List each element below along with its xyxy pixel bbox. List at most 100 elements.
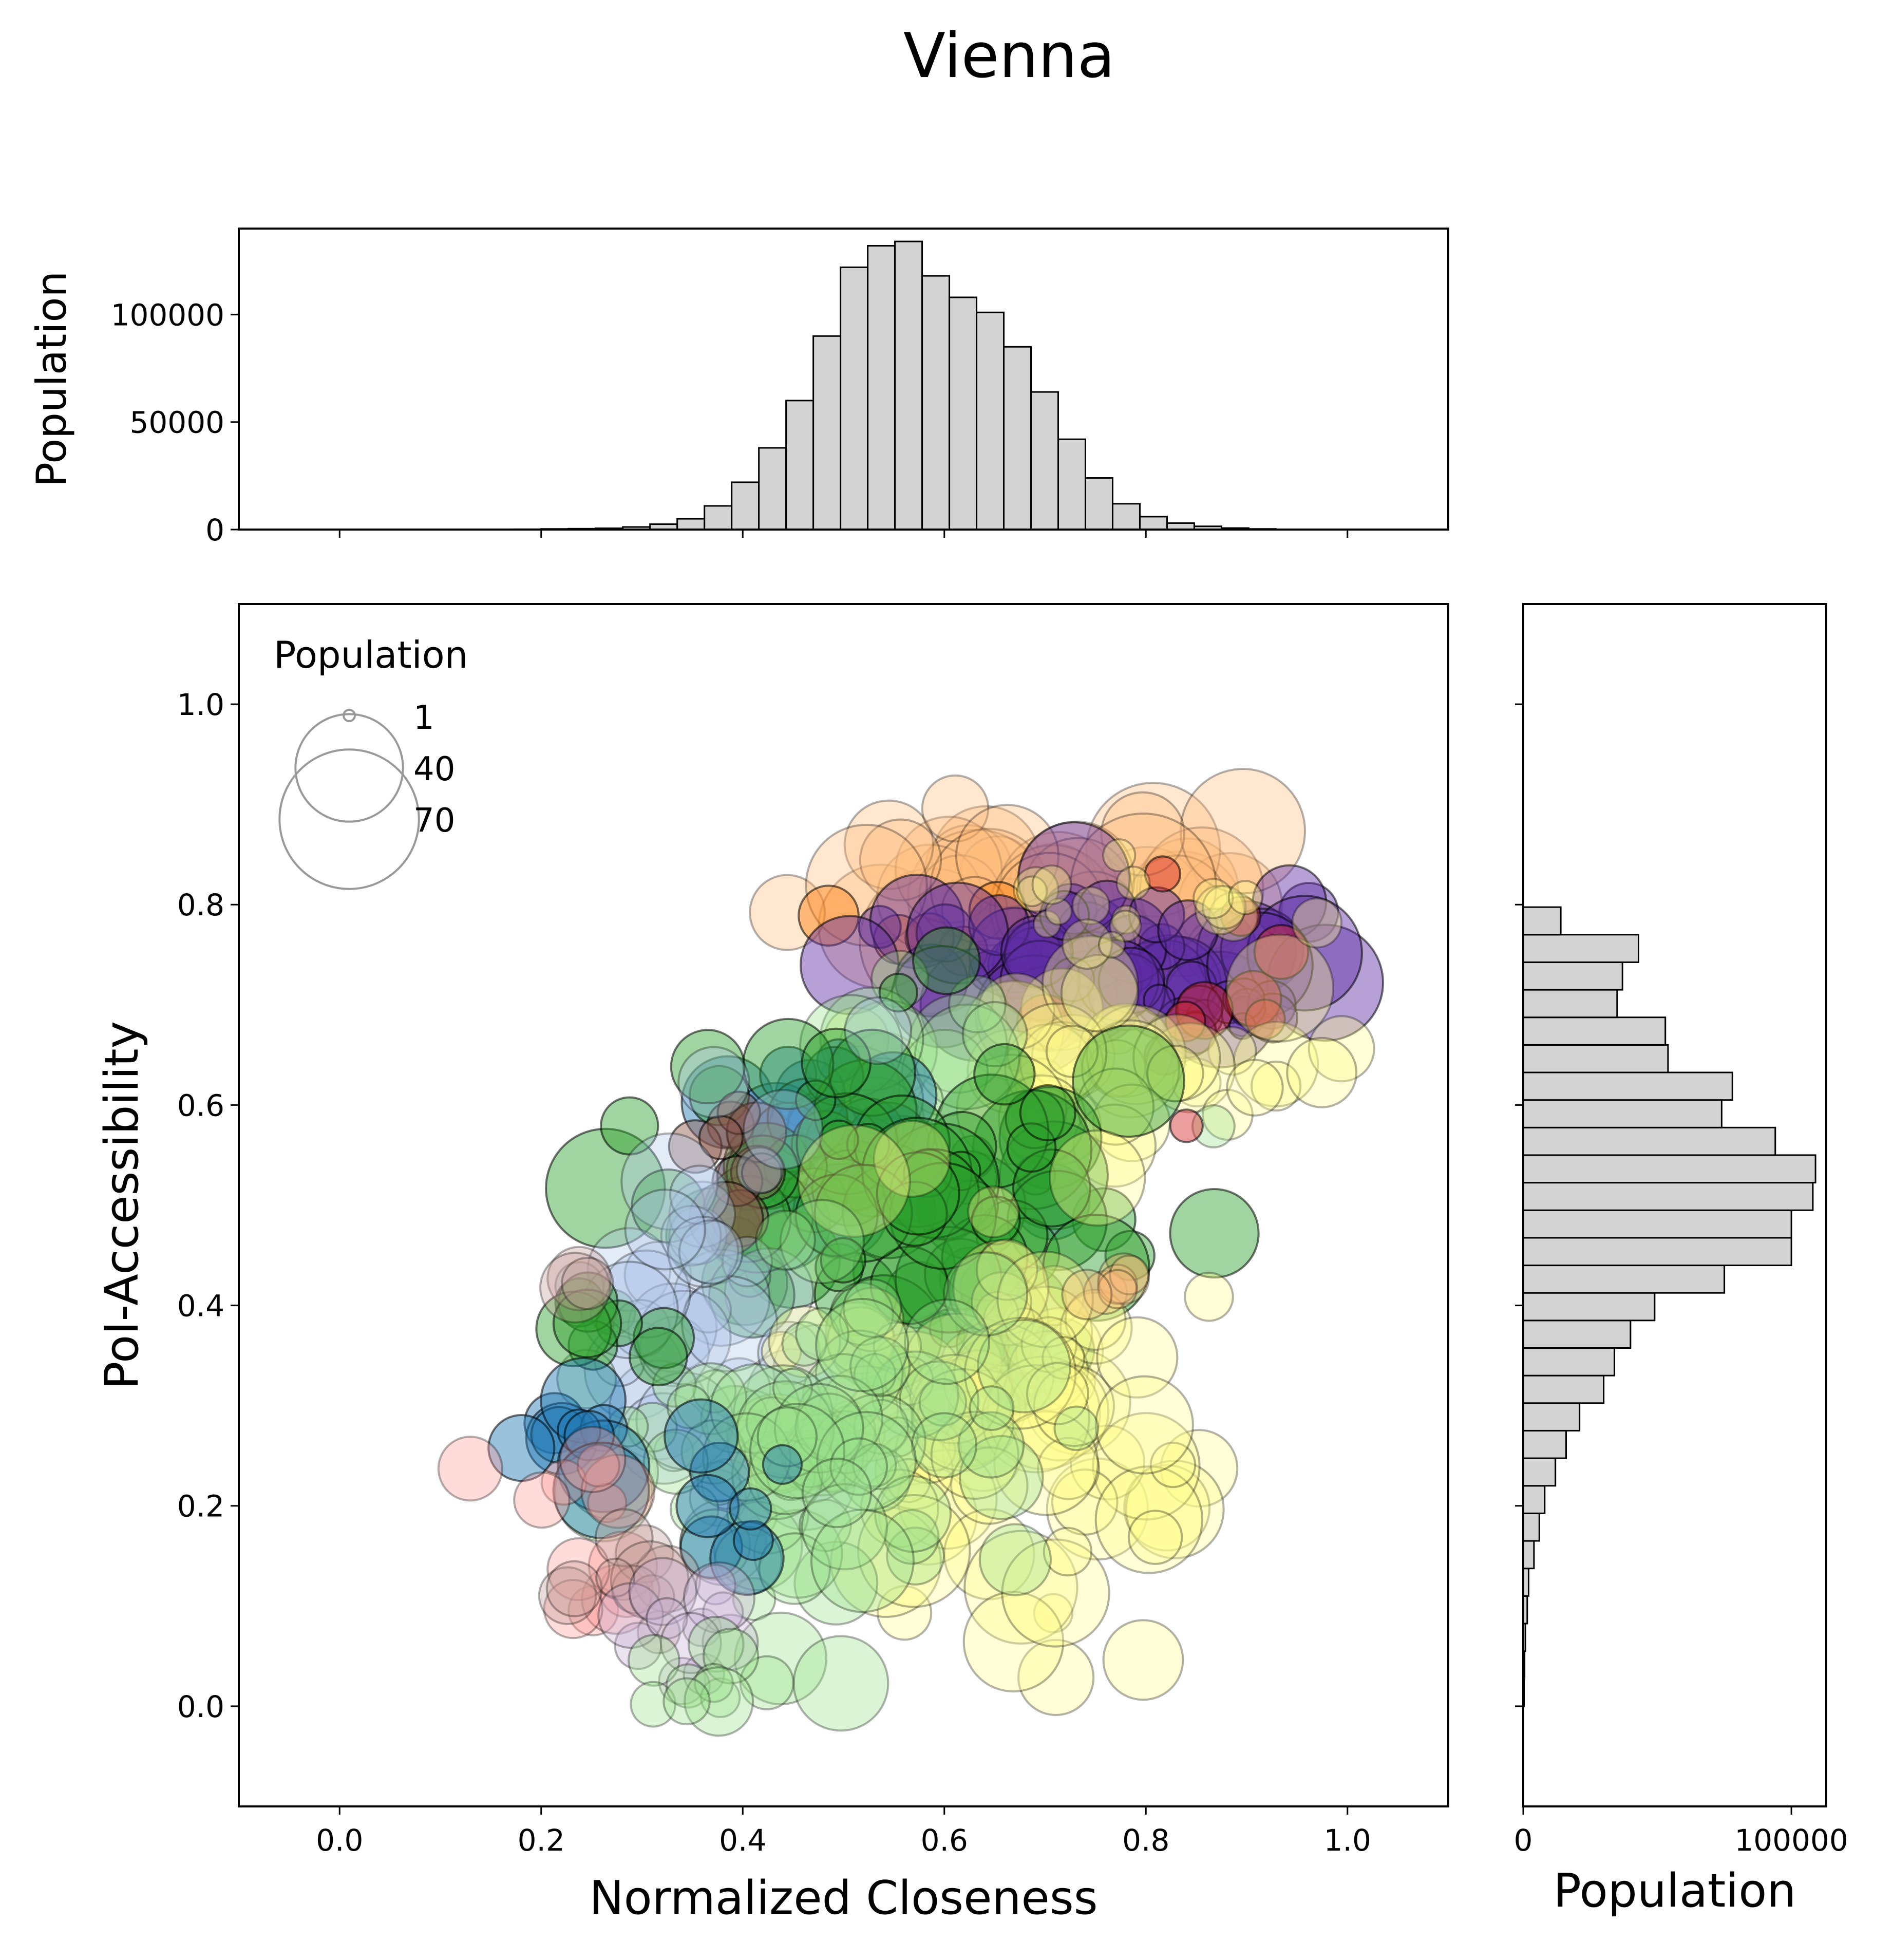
right-histogram-bar — [1522, 1457, 1557, 1487]
scatter-point — [543, 1579, 603, 1639]
scatter-point — [813, 1163, 913, 1263]
scatter-point — [702, 1613, 759, 1671]
top-ytick-label: 50000 — [129, 405, 224, 440]
top-histogram-bar — [1003, 346, 1032, 531]
scatter-point — [883, 1509, 940, 1565]
scatter-point — [556, 1408, 601, 1454]
scatter-point — [1097, 1252, 1150, 1305]
scatter-point — [844, 996, 913, 1065]
scatter-point — [1006, 1122, 1057, 1173]
scatter-point — [594, 1508, 654, 1568]
scatter-point — [865, 1330, 963, 1429]
scatter-ytick-label: 0.6 — [177, 1088, 224, 1123]
scatter-point — [597, 1582, 664, 1649]
scatter-point — [725, 1408, 775, 1457]
scatter-point — [794, 1392, 864, 1462]
scatter-point — [1020, 1316, 1077, 1373]
scatter-point — [633, 1544, 702, 1613]
scatter-point — [708, 1251, 796, 1339]
scatter-point — [1102, 838, 1137, 873]
scatter-point — [924, 824, 1013, 913]
scatter-point — [702, 1591, 744, 1633]
scatter-point — [1029, 1317, 1095, 1383]
scatter-point — [909, 1353, 1000, 1445]
scatter-point — [561, 1256, 614, 1310]
scatter-point — [1017, 821, 1131, 935]
scatter-point — [1016, 875, 1048, 908]
scatter-ytick-label: 0.2 — [177, 1489, 224, 1524]
top-histogram-bar — [1057, 438, 1086, 531]
right-histogram-bar — [1522, 1237, 1792, 1267]
scatter-point — [1286, 1036, 1358, 1108]
right-histogram-bar — [1522, 1209, 1792, 1239]
scatter-point — [794, 1173, 879, 1257]
scatter-point — [820, 1237, 866, 1284]
scatter-point — [1087, 1039, 1146, 1098]
scatter-point — [743, 1089, 824, 1170]
scatter-point — [1060, 954, 1139, 1033]
scatter-point — [903, 1148, 953, 1198]
top-histogram-bar — [949, 296, 978, 531]
scatter-point — [684, 1286, 732, 1334]
scatter-point — [1149, 1441, 1197, 1488]
scatter-point — [975, 1238, 1038, 1301]
scatter-point — [853, 1353, 897, 1397]
scatter-point — [761, 1330, 802, 1372]
top-histogram-bar — [867, 244, 896, 531]
right-histogram-bar — [1522, 934, 1640, 963]
top-ytick-label: 0 — [205, 513, 224, 548]
scatter-point — [961, 1001, 1028, 1067]
scatter-point — [746, 1348, 838, 1440]
right-histogram-bar — [1522, 1374, 1605, 1404]
scatter-point — [638, 1315, 710, 1387]
top-histogram-bar — [731, 481, 760, 531]
scatter-point — [772, 1367, 813, 1409]
scatter-point — [971, 1195, 1021, 1246]
scatter-point — [1024, 1265, 1085, 1326]
scatter-point — [1144, 855, 1182, 893]
scatter-point — [1042, 1336, 1086, 1380]
scatter-point — [940, 1331, 1003, 1393]
scatter-ticks: 0.0 0.2 0.4 0.6 0.8 1.0 0.0 0.2 0.4 0.6 0.8 1.0 — [177, 687, 1371, 1858]
scatter-point — [557, 1271, 619, 1333]
scatter-point — [567, 1585, 619, 1636]
scatter-point — [1003, 1330, 1048, 1375]
scatter-point — [948, 1390, 990, 1433]
scatter-point — [672, 1249, 771, 1347]
scatter-point — [660, 1205, 722, 1267]
top-ytick-label: 100000 — [111, 297, 224, 332]
scatter-point — [666, 1384, 712, 1429]
scatter-point — [1000, 915, 1074, 989]
scatter-point — [930, 827, 1048, 947]
scatter-point — [600, 1096, 659, 1156]
scatter-point — [1146, 1044, 1204, 1103]
scatter-point — [1097, 1269, 1138, 1310]
scatter-point — [599, 1563, 654, 1618]
scatter-point — [871, 1350, 959, 1439]
scatter-point — [818, 1119, 859, 1160]
size-legend-marker — [294, 713, 404, 823]
scatter-point — [903, 1298, 990, 1385]
right-histogram-bar — [1522, 906, 1562, 936]
scatter-point — [996, 1250, 1094, 1348]
scatter-point — [801, 1027, 872, 1099]
scatter-point — [914, 1003, 1020, 1110]
scatter-point — [689, 1441, 750, 1503]
scatter-point — [709, 1363, 801, 1454]
size-legend: Population 1 40 70 — [274, 633, 468, 890]
top-histogram-bar — [1139, 516, 1168, 531]
scatter-point — [857, 1494, 971, 1608]
scatter-point — [668, 1119, 723, 1174]
scatter-point — [815, 1298, 910, 1392]
scatter-point — [845, 1414, 886, 1455]
scatter-point — [624, 1189, 706, 1271]
scatter-point — [674, 1362, 748, 1436]
scatter-ytick-label: 0.0 — [177, 1689, 224, 1724]
scatter-point — [981, 1364, 1090, 1474]
scatter-point — [781, 1321, 827, 1367]
scatter-point — [1109, 910, 1142, 943]
scatter-point — [1111, 904, 1141, 935]
scatter-point — [1100, 791, 1186, 877]
scatter-point — [1071, 886, 1111, 925]
scatter-plot: 0.0 0.2 0.4 0.6 0.8 1.0 0.0 0.2 0.4 0.6 0.8 1.0 Nor… — [95, 603, 1449, 1925]
